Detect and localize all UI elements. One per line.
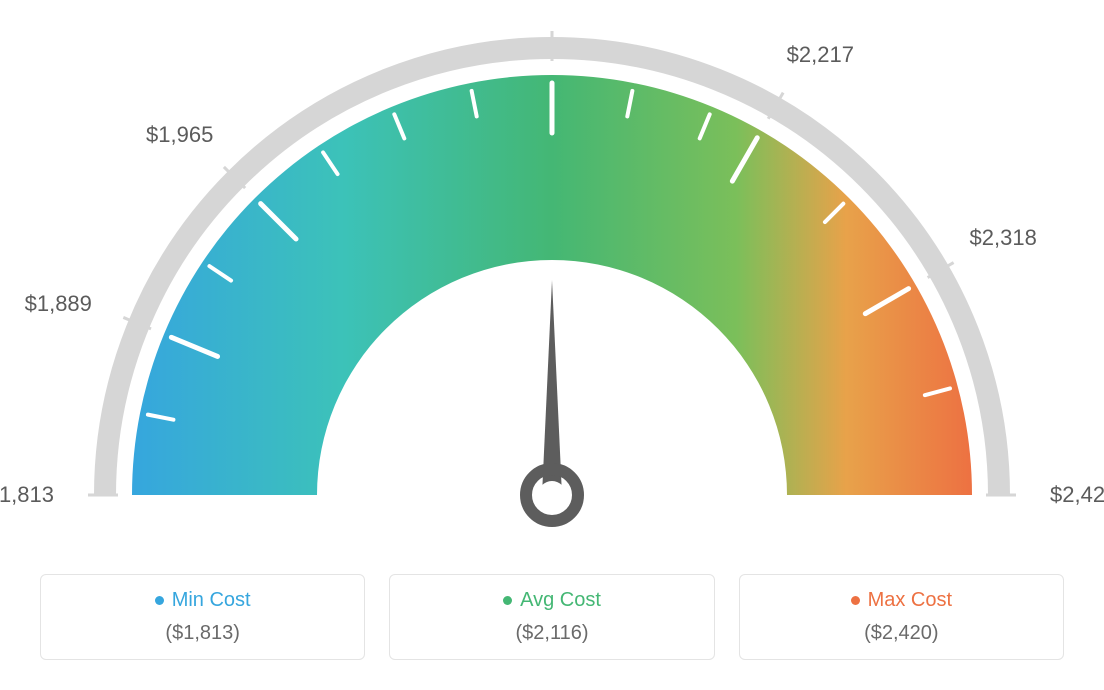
gauge-tick-label: $1,965 [146,122,213,148]
avg-cost-dot-icon [503,596,512,605]
gauge-tick-label: $2,217 [787,42,854,68]
min-cost-card: Min Cost ($1,813) [40,574,365,660]
avg-cost-value: ($2,116) [390,622,713,645]
gauge-tick-label: $1,889 [25,291,92,317]
min-cost-value: ($1,813) [41,622,364,645]
cost-gauge-chart: $1,813$1,889$1,965$2,116$2,217$2,318$2,4… [0,0,1104,690]
gauge-tick-label: $2,318 [970,225,1037,251]
gauge-tick-label: $2,420 [1050,482,1104,508]
max-cost-dot-icon [851,596,860,605]
min-cost-title: Min Cost [155,589,251,612]
avg-cost-title: Avg Cost [503,589,601,612]
gauge-tick-label: $1,813 [0,482,54,508]
max-cost-value: ($2,420) [740,622,1063,645]
avg-cost-card: Avg Cost ($2,116) [389,574,714,660]
max-cost-title-text: Max Cost [868,589,952,612]
max-cost-title: Max Cost [851,589,952,612]
max-cost-card: Max Cost ($2,420) [739,574,1064,660]
summary-cards: Min Cost ($1,813) Avg Cost ($2,116) Max … [40,574,1064,660]
min-cost-dot-icon [155,596,164,605]
gauge-area: $1,813$1,889$1,965$2,116$2,217$2,318$2,4… [0,0,1104,560]
min-cost-title-text: Min Cost [172,589,251,612]
gauge-svg [0,0,1104,560]
avg-cost-title-text: Avg Cost [520,589,601,612]
